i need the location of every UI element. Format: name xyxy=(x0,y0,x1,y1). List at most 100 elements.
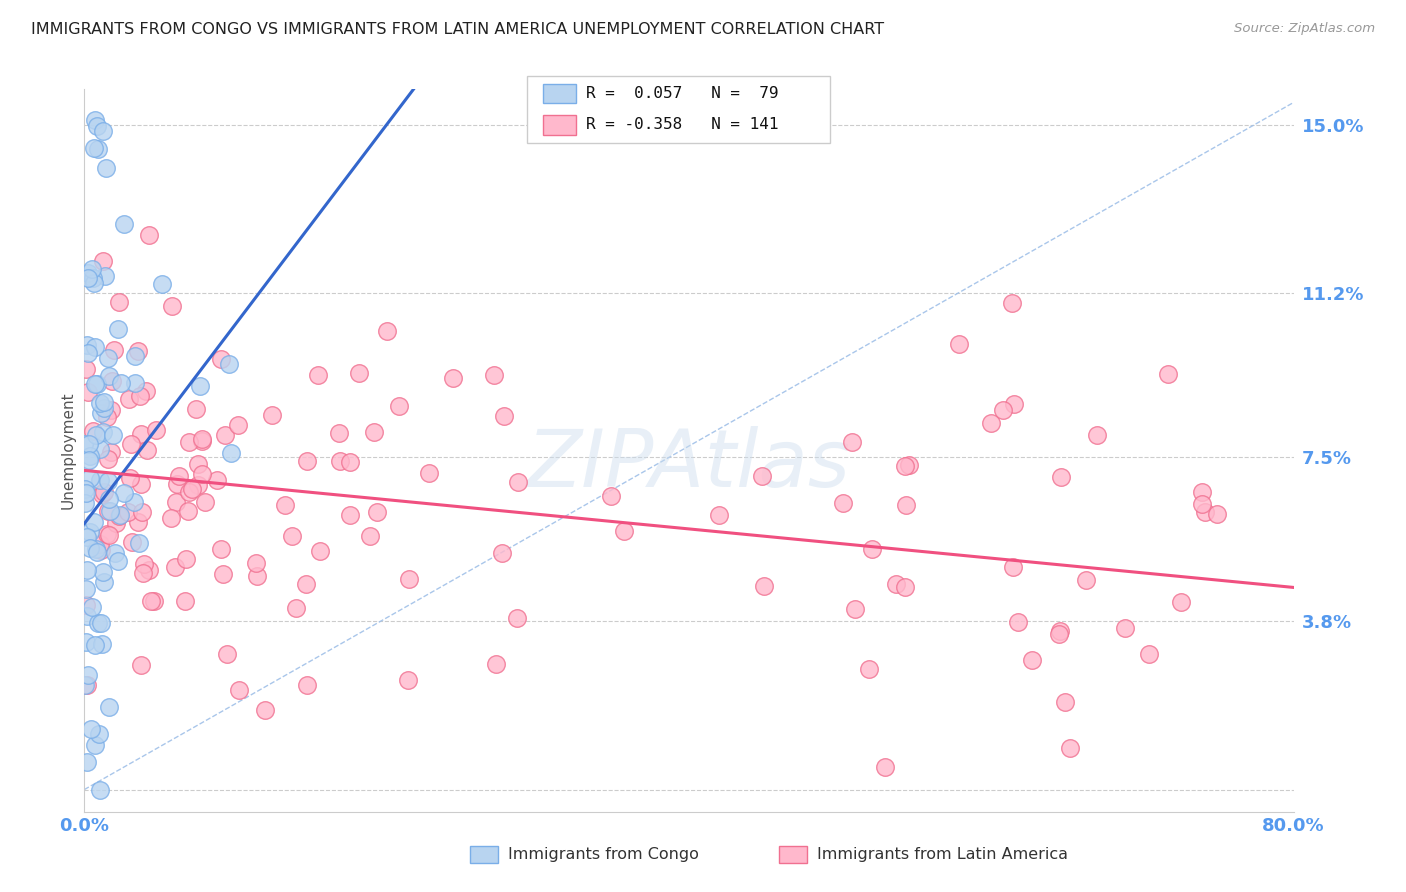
Point xyxy=(174,594,197,608)
Point xyxy=(163,560,186,574)
Point xyxy=(143,594,166,608)
Point xyxy=(366,505,388,519)
Point xyxy=(91,565,114,579)
Point xyxy=(295,577,318,591)
Point xyxy=(90,543,112,558)
Point xyxy=(209,541,232,556)
Point xyxy=(212,567,235,582)
Point xyxy=(1157,367,1180,381)
Point xyxy=(194,495,217,509)
Point xyxy=(138,563,160,577)
Point xyxy=(80,600,103,615)
Point xyxy=(613,524,636,538)
Point xyxy=(89,473,111,487)
Point xyxy=(191,434,214,448)
Point xyxy=(79,541,101,555)
Point xyxy=(75,635,97,649)
Point xyxy=(285,601,308,615)
Point xyxy=(98,369,121,384)
Point xyxy=(121,534,143,549)
Point xyxy=(221,446,243,460)
Point xyxy=(128,536,150,550)
Point xyxy=(131,505,153,519)
Point xyxy=(274,498,297,512)
Point xyxy=(160,299,183,313)
Text: Immigrants from Congo: Immigrants from Congo xyxy=(508,847,699,862)
Point xyxy=(132,566,155,581)
Point xyxy=(84,340,107,354)
Point xyxy=(77,453,100,467)
Point xyxy=(108,508,131,523)
Point xyxy=(76,756,98,770)
Point xyxy=(89,395,111,409)
Point xyxy=(76,609,98,624)
Point xyxy=(166,477,188,491)
Point xyxy=(77,437,100,451)
Point xyxy=(73,482,96,496)
Point xyxy=(83,516,105,530)
Point xyxy=(77,668,100,682)
Point xyxy=(188,379,211,393)
Point xyxy=(309,543,332,558)
Point xyxy=(97,491,120,506)
Point xyxy=(844,601,866,615)
Point xyxy=(150,277,173,291)
Point xyxy=(97,504,120,518)
Point xyxy=(96,527,118,541)
Text: IMMIGRANTS FROM CONGO VS IMMIGRANTS FROM LATIN AMERICA UNEMPLOYMENT CORRELATION : IMMIGRANTS FROM CONGO VS IMMIGRANTS FROM… xyxy=(31,22,884,37)
Point xyxy=(86,119,108,133)
Point xyxy=(75,678,97,692)
Point xyxy=(107,554,129,568)
Point xyxy=(1137,647,1160,661)
Point xyxy=(107,509,129,524)
Point xyxy=(494,409,516,423)
Point xyxy=(214,428,236,442)
Point xyxy=(218,358,240,372)
Point xyxy=(128,389,150,403)
Point xyxy=(295,678,318,692)
Point xyxy=(94,268,117,283)
Point xyxy=(167,469,190,483)
Point xyxy=(245,556,267,570)
Point xyxy=(75,361,97,376)
Point xyxy=(124,376,146,390)
Point xyxy=(75,486,97,500)
Point xyxy=(377,324,399,338)
Point xyxy=(228,683,250,698)
Point xyxy=(129,476,152,491)
Point xyxy=(205,473,228,487)
Point xyxy=(1170,595,1192,609)
Point xyxy=(76,530,98,544)
Point xyxy=(77,346,100,360)
Point xyxy=(482,368,505,383)
Point xyxy=(281,529,304,543)
Text: R =  0.057   N =  79: R = 0.057 N = 79 xyxy=(586,87,779,101)
Point xyxy=(359,528,381,542)
Point xyxy=(129,658,152,673)
Point xyxy=(349,367,371,381)
Point xyxy=(396,673,419,688)
Point xyxy=(75,582,97,596)
Point xyxy=(124,349,146,363)
Point xyxy=(83,738,105,752)
Point xyxy=(87,142,110,156)
Point xyxy=(190,467,212,482)
Point xyxy=(858,662,880,676)
Point xyxy=(76,338,98,352)
Point xyxy=(97,351,120,366)
Point xyxy=(1194,505,1216,519)
Point xyxy=(73,496,96,510)
Point xyxy=(127,515,149,529)
Point xyxy=(96,409,118,424)
Point xyxy=(100,445,122,459)
Point xyxy=(82,424,104,438)
Point xyxy=(209,351,232,366)
Point xyxy=(506,611,529,625)
Point xyxy=(79,470,101,484)
Point xyxy=(86,376,108,391)
Point xyxy=(1114,621,1136,635)
Point xyxy=(1191,497,1213,511)
Point xyxy=(117,505,139,519)
Point xyxy=(91,637,114,651)
Point xyxy=(93,484,115,499)
